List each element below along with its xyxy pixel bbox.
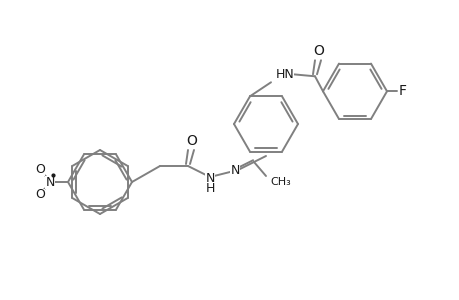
Text: O: O bbox=[313, 44, 324, 58]
Text: O: O bbox=[186, 134, 197, 148]
Text: N: N bbox=[45, 176, 55, 188]
Text: F: F bbox=[398, 84, 406, 98]
Text: N: N bbox=[230, 164, 239, 176]
Text: O: O bbox=[35, 188, 45, 202]
Text: N: N bbox=[205, 172, 214, 184]
Text: H: H bbox=[205, 182, 214, 194]
Text: CH₃: CH₃ bbox=[269, 177, 290, 187]
Text: O: O bbox=[35, 163, 45, 176]
Text: HN: HN bbox=[275, 68, 294, 81]
